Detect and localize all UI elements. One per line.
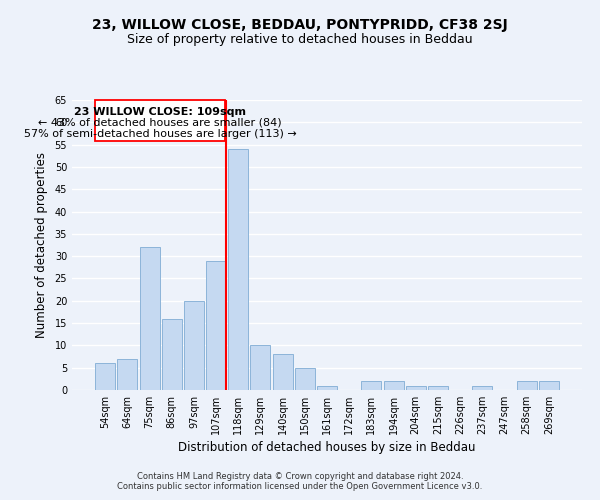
Bar bbox=[228, 149, 248, 390]
Y-axis label: Number of detached properties: Number of detached properties bbox=[35, 152, 47, 338]
Bar bbox=[406, 386, 426, 390]
Bar bbox=[472, 386, 492, 390]
Bar bbox=[162, 318, 182, 390]
Text: ← 43% of detached houses are smaller (84): ← 43% of detached houses are smaller (84… bbox=[38, 118, 282, 128]
Bar bbox=[140, 247, 160, 390]
Bar bbox=[383, 381, 404, 390]
Bar bbox=[428, 386, 448, 390]
Bar bbox=[272, 354, 293, 390]
Text: Contains public sector information licensed under the Open Government Licence v3: Contains public sector information licen… bbox=[118, 482, 482, 491]
Bar bbox=[295, 368, 315, 390]
Bar bbox=[118, 359, 137, 390]
Bar bbox=[95, 363, 115, 390]
Bar bbox=[184, 301, 204, 390]
Text: 23, WILLOW CLOSE, BEDDAU, PONTYPRIDD, CF38 2SJ: 23, WILLOW CLOSE, BEDDAU, PONTYPRIDD, CF… bbox=[92, 18, 508, 32]
FancyBboxPatch shape bbox=[95, 100, 226, 141]
Text: Size of property relative to detached houses in Beddau: Size of property relative to detached ho… bbox=[127, 32, 473, 46]
Text: 57% of semi-detached houses are larger (113) →: 57% of semi-detached houses are larger (… bbox=[24, 129, 296, 139]
Bar bbox=[361, 381, 382, 390]
Bar bbox=[539, 381, 559, 390]
Text: Contains HM Land Registry data © Crown copyright and database right 2024.: Contains HM Land Registry data © Crown c… bbox=[137, 472, 463, 481]
Bar bbox=[317, 386, 337, 390]
Bar bbox=[206, 260, 226, 390]
Text: 23 WILLOW CLOSE: 109sqm: 23 WILLOW CLOSE: 109sqm bbox=[74, 106, 246, 117]
X-axis label: Distribution of detached houses by size in Beddau: Distribution of detached houses by size … bbox=[178, 441, 476, 454]
Bar bbox=[250, 346, 271, 390]
Bar bbox=[517, 381, 536, 390]
